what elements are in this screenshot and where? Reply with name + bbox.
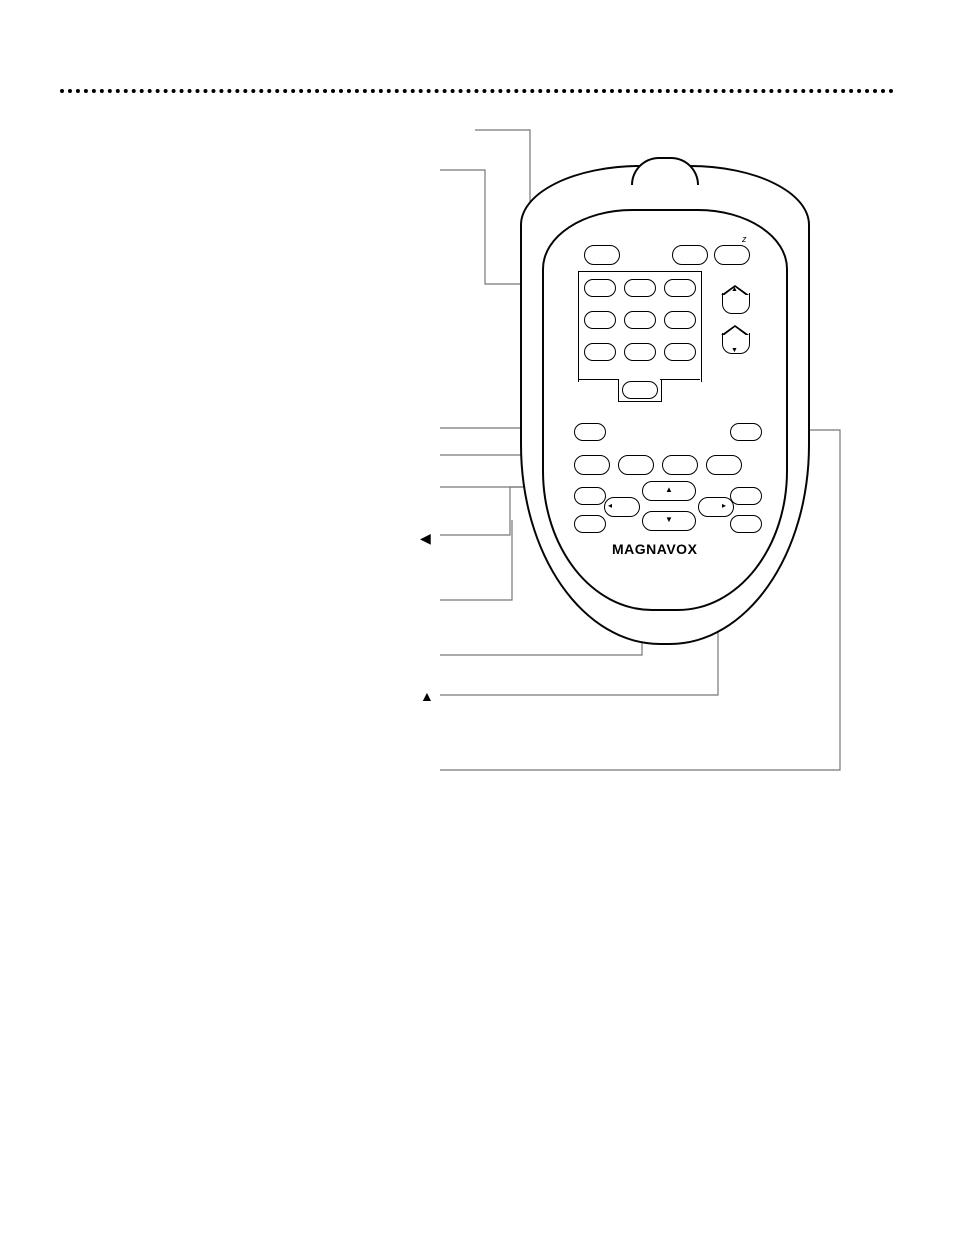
row2-button-2[interactable] <box>618 455 654 475</box>
remote-control: z ▲ ▼ <box>520 165 810 645</box>
dpad-down-button[interactable]: ▼ <box>642 511 696 531</box>
numpad-1[interactable] <box>584 279 616 297</box>
row4-left-button[interactable] <box>574 515 606 533</box>
numpad-9[interactable] <box>664 343 696 361</box>
mid-right-button[interactable] <box>730 423 762 441</box>
numpad-8[interactable] <box>624 343 656 361</box>
numpad-4[interactable] <box>584 311 616 329</box>
numpad-7[interactable] <box>584 343 616 361</box>
mid-left-button[interactable] <box>574 423 606 441</box>
dpad-up-button[interactable]: ▲ <box>642 481 696 501</box>
top-button-b[interactable] <box>714 245 750 265</box>
power-button[interactable] <box>584 245 620 265</box>
brand-logo: MAGNAVOX <box>612 541 697 557</box>
page-root: ◀ ▲ z ▲ <box>0 0 954 1235</box>
row2-button-4[interactable] <box>706 455 742 475</box>
channel-up-button[interactable]: ▲ <box>722 293 750 314</box>
remote-inner-panel: z ▲ ▼ <box>542 209 788 611</box>
numpad-6[interactable] <box>664 311 696 329</box>
dpad-left-button[interactable]: ◂ <box>604 497 640 517</box>
row4-right-button[interactable] <box>730 515 762 533</box>
dpad-right-button[interactable]: ▸ <box>698 497 734 517</box>
row2-button-1[interactable] <box>574 455 610 475</box>
remote-ir-bump <box>631 157 699 185</box>
row3-left-button[interactable] <box>574 487 606 505</box>
callout-glyph-c-mid-4: ◀ <box>420 530 431 547</box>
row3-right-button[interactable] <box>730 487 762 505</box>
numpad-5[interactable] <box>624 311 656 329</box>
callout-glyph-c-mid-7: ▲ <box>420 688 434 704</box>
channel-down-button[interactable]: ▼ <box>722 333 750 354</box>
top-button-a[interactable] <box>672 245 708 265</box>
leader-lines <box>0 0 954 900</box>
numpad-step-left <box>578 379 618 380</box>
numpad-2[interactable] <box>624 279 656 297</box>
numpad-0[interactable] <box>622 381 658 399</box>
numpad-3[interactable] <box>664 279 696 297</box>
row2-button-3[interactable] <box>662 455 698 475</box>
top-button-b-glyph: z <box>742 235 747 244</box>
dotted-divider <box>60 85 894 93</box>
numpad-step-right <box>660 379 700 380</box>
